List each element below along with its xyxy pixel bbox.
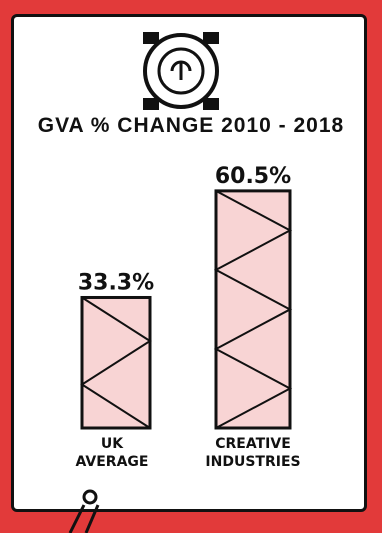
category-label: CREATIVE (215, 436, 291, 452)
poster-card (11, 14, 367, 512)
pencil-icon (68, 489, 100, 533)
category-label: UK (101, 436, 124, 452)
bar-creative-industries (213, 189, 293, 430)
bar-uk-average (80, 295, 152, 430)
value-label: 60.5% (215, 164, 291, 189)
chart-title: GVA % CHANGE 2010 - 2018 (37, 114, 345, 137)
value-label: 33.3% (78, 270, 154, 295)
bell-icon (143, 32, 219, 110)
category-label: INDUSTRIES (205, 454, 300, 470)
category-label: AVERAGE (76, 454, 149, 470)
